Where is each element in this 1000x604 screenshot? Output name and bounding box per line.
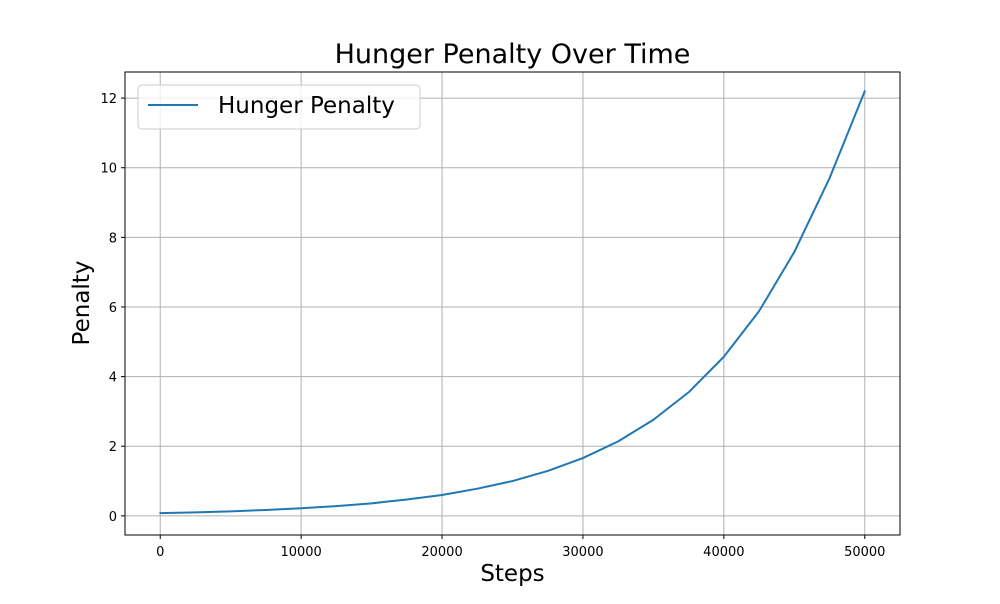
x-axis-label: Steps bbox=[480, 561, 544, 587]
y-tick-label: 10 bbox=[100, 162, 117, 177]
y-tick-label: 2 bbox=[109, 440, 117, 455]
x-tick-label: 20000 bbox=[421, 545, 462, 560]
y-tick-label: 0 bbox=[109, 510, 117, 525]
y-tick-label: 4 bbox=[109, 371, 117, 386]
x-tick-label: 0 bbox=[156, 545, 164, 560]
legend-box bbox=[137, 84, 421, 130]
y-tick-label: 12 bbox=[100, 92, 117, 107]
x-tick-label: 40000 bbox=[703, 545, 744, 560]
legend-label: Hunger Penalty bbox=[218, 93, 395, 119]
x-tick-label: 10000 bbox=[280, 545, 321, 560]
y-axis-label: Penalty bbox=[69, 261, 95, 346]
legend: Hunger Penalty bbox=[137, 84, 421, 130]
plot-area-frame bbox=[124, 71, 901, 536]
series-layer bbox=[159, 90, 866, 515]
axis-ticks: 0 10000 20000 30000 40000 50000 0 2 4 6 8 10 12 bbox=[100, 92, 885, 560]
series-line-hunger-penalty bbox=[159, 90, 866, 515]
y-tick-label: 6 bbox=[109, 301, 117, 316]
chart-title: Hunger Penalty Over Time bbox=[335, 39, 691, 70]
grid bbox=[125, 72, 900, 535]
x-tick-label: 30000 bbox=[562, 545, 603, 560]
x-tick-label: 50000 bbox=[844, 545, 885, 560]
y-tick-label: 8 bbox=[109, 231, 117, 246]
